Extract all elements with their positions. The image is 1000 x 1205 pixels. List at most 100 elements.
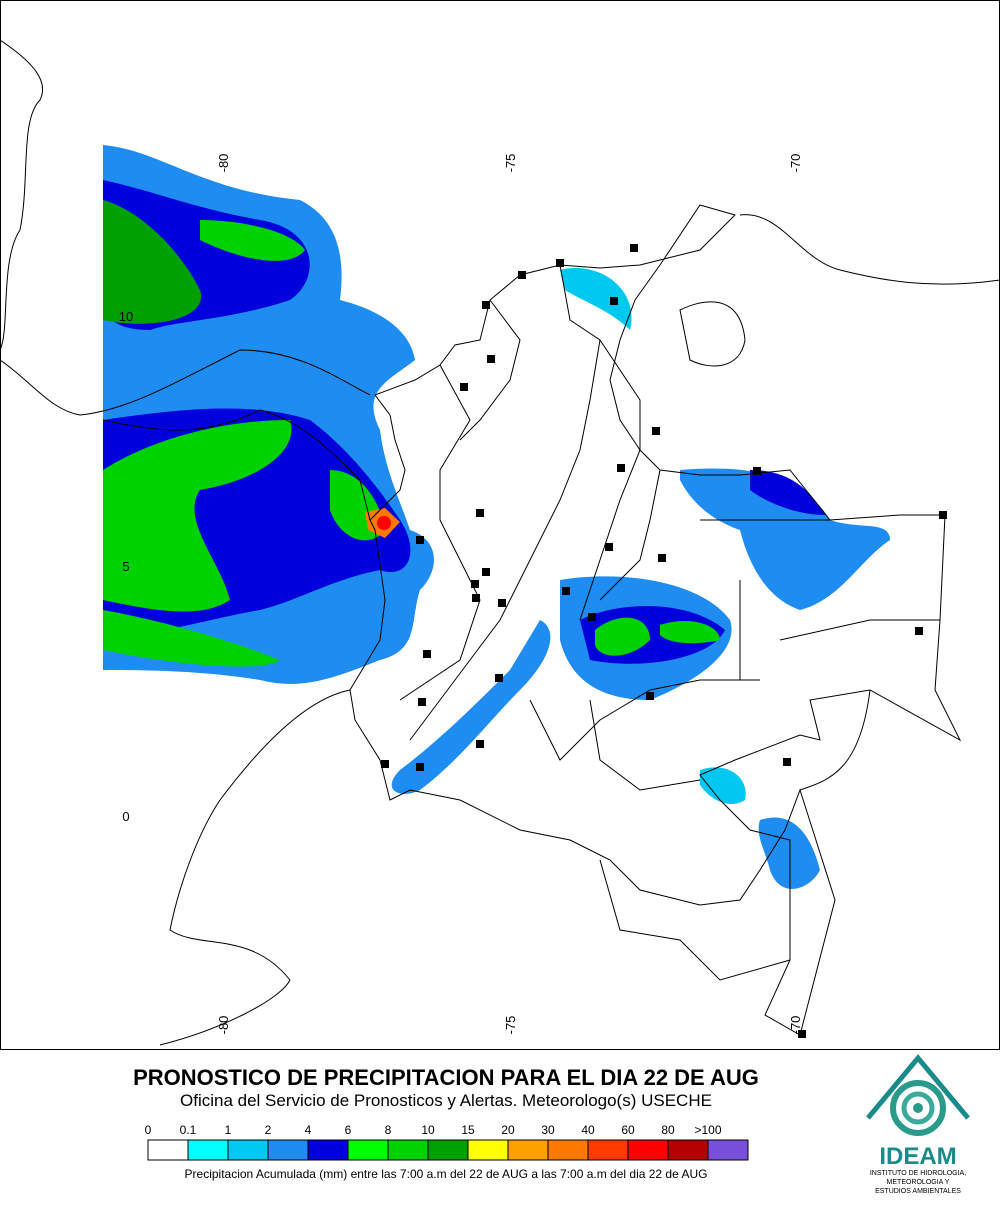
city-marker	[605, 543, 613, 551]
precip-field	[103, 145, 890, 889]
logo-roof	[866, 1054, 970, 1120]
legend-swatch	[627, 1139, 669, 1161]
legend-label: >100	[694, 1123, 721, 1137]
map: -80 -75 -70 -80 -75 -70 10 5 0	[0, 0, 1000, 1050]
city-marker	[658, 554, 666, 562]
lon-label: -70	[788, 1016, 803, 1035]
title: PRONOSTICO DE PRECIPITACION PARA EL DIA …	[133, 1065, 759, 1090]
logo: IDEAM INSTITUTO DE HIDROLOGIA, METEOROLO…	[866, 1054, 970, 1195]
logo-swirl	[901, 1091, 935, 1125]
legend-swatch	[147, 1139, 189, 1161]
legend-swatch	[507, 1139, 549, 1161]
subtitle: Oficina del Servicio de Pronosticos y Al…	[180, 1091, 712, 1110]
legend-label: 0.1	[180, 1123, 197, 1137]
legend-swatch	[667, 1139, 709, 1161]
legend-label: 30	[541, 1123, 555, 1137]
city-marker	[482, 301, 490, 309]
city-marker	[476, 509, 484, 517]
legend-swatch	[707, 1139, 749, 1161]
city-marker	[487, 355, 495, 363]
city-marker	[939, 511, 947, 519]
legend-swatch	[387, 1139, 429, 1161]
logo-swirl	[913, 1103, 923, 1113]
precip-area	[680, 468, 890, 610]
lon-label: -75	[503, 154, 518, 173]
precip-area	[103, 200, 202, 324]
city-marker	[423, 650, 431, 658]
legend-swatch	[467, 1139, 509, 1161]
boundaries	[0, 39, 1000, 1046]
legend-swatch	[227, 1139, 269, 1161]
lon-label: -80	[216, 1016, 231, 1035]
city-marker	[381, 760, 389, 768]
department-border	[399, 264, 940, 981]
city-marker	[630, 244, 638, 252]
city-markers	[381, 244, 947, 1038]
lon-label: -70	[788, 154, 803, 173]
legend-swatch	[307, 1139, 349, 1161]
legend-label: 20	[501, 1123, 515, 1137]
precip-area	[200, 220, 305, 261]
legend-label: 80	[661, 1123, 675, 1137]
city-marker	[646, 692, 654, 700]
city-marker	[753, 467, 761, 475]
city-marker	[471, 580, 479, 588]
legend-label: 8	[385, 1123, 392, 1137]
city-marker	[556, 259, 564, 267]
city-marker	[460, 383, 468, 391]
city-marker	[472, 594, 480, 602]
city-marker	[495, 674, 503, 682]
legend-label: 15	[461, 1123, 475, 1137]
precip-area	[391, 620, 551, 794]
logo-line: METEOROLOGIA Y	[887, 1179, 950, 1186]
legend-swatch	[347, 1139, 389, 1161]
lat-label: 5	[122, 559, 129, 574]
lat-label: 10	[119, 309, 133, 324]
precip-area	[103, 420, 292, 612]
city-marker	[476, 740, 484, 748]
logo-swirl	[890, 1080, 946, 1136]
precip-area	[377, 516, 391, 530]
legend-label: 1	[225, 1123, 232, 1137]
city-marker	[798, 1030, 806, 1038]
precip-area	[595, 617, 720, 656]
graticule-labels: -80 -75 -70 -80 -75 -70 10 5 0	[119, 154, 803, 1035]
legend-label: 6	[345, 1123, 352, 1137]
precip-area	[700, 767, 746, 805]
logo-line: ESTUDIOS AMBIENTALES	[875, 1188, 961, 1195]
city-marker	[482, 568, 490, 576]
legend-swatch	[267, 1139, 309, 1161]
precip-area	[750, 470, 825, 515]
city-marker	[562, 587, 570, 595]
lon-label: -75	[503, 1016, 518, 1035]
legend-swatch	[587, 1139, 629, 1161]
legend-label: 60	[621, 1123, 635, 1137]
logo-line: INSTITUTO DE HIDROLOGIA,	[870, 1170, 966, 1177]
city-marker	[915, 627, 923, 635]
precip-area	[758, 817, 820, 889]
legend-swatch	[427, 1139, 469, 1161]
city-marker	[418, 698, 426, 706]
legend-caption: Precipitacion Acumulada (mm) entre las 7…	[185, 1167, 708, 1181]
city-marker	[652, 427, 660, 435]
coastline	[0, 39, 1000, 1046]
legend-label: 10	[421, 1123, 435, 1137]
logo-name: IDEAM	[879, 1143, 956, 1170]
country-border	[349, 204, 962, 1036]
lon-label: -80	[216, 154, 231, 173]
city-marker	[588, 613, 596, 621]
city-marker	[610, 297, 618, 305]
legend-swatch	[187, 1139, 229, 1161]
city-marker	[518, 271, 526, 279]
precip-area	[103, 610, 280, 667]
legend-label: 2	[265, 1123, 272, 1137]
city-marker	[498, 599, 506, 607]
legend: 0 0.1 1 2 4 6 8 10 15 20 30 40 60 80 >100	[145, 1123, 749, 1161]
legend-label: 4	[305, 1123, 312, 1137]
city-marker	[416, 536, 424, 544]
lat-label: 0	[122, 809, 129, 824]
city-marker	[783, 758, 791, 766]
precip-area	[560, 268, 632, 330]
city-marker	[617, 464, 625, 472]
legend-label: 0	[145, 1123, 152, 1137]
